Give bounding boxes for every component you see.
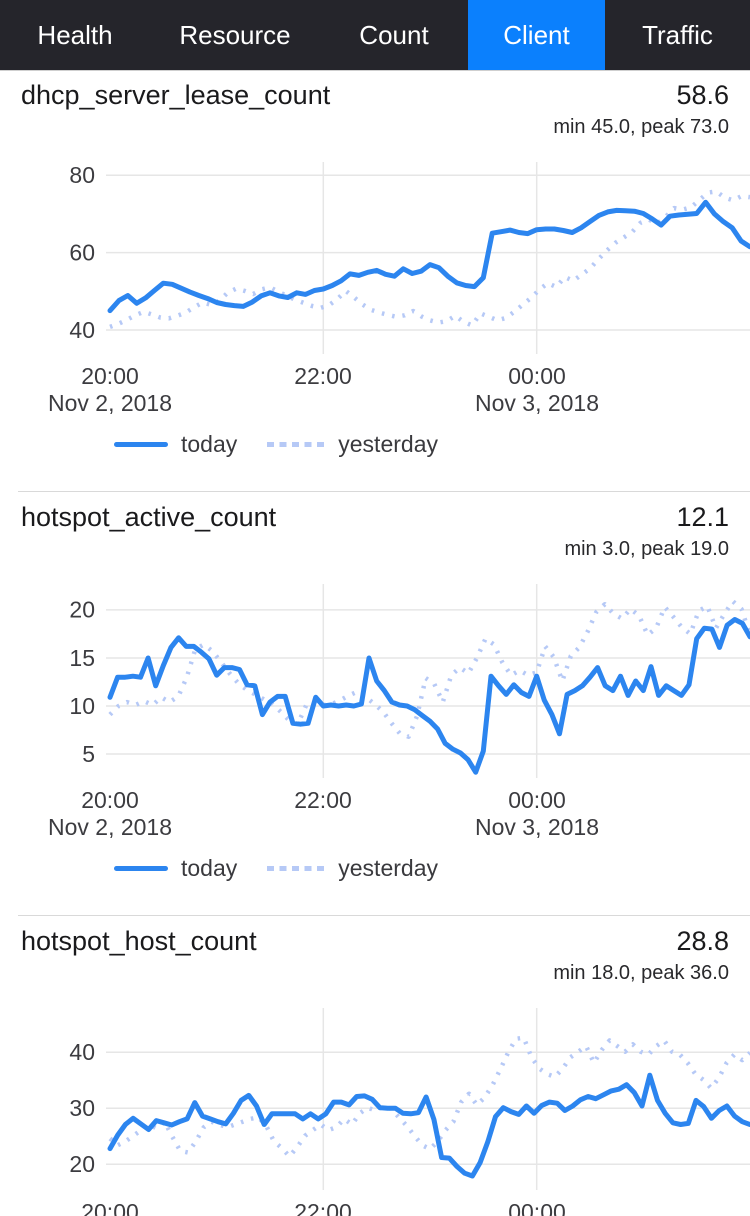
x-date-label: Nov 3, 2018 <box>474 814 600 840</box>
svg-text:15: 15 <box>69 645 95 671</box>
chart-min-peak: min 18.0, peak 36.0 <box>553 962 729 984</box>
chart-section-hotspot-host-count: hotspot_host_count 28.8 min 18.0, peak 3… <box>0 916 750 1216</box>
svg-text:20: 20 <box>69 597 95 623</box>
yesterday-line-swatch <box>267 865 326 871</box>
chart-min-peak: min 45.0, peak 73.0 <box>553 116 729 138</box>
section-divider <box>18 491 750 492</box>
x-tick-label: 00:00 <box>508 787 566 813</box>
x-tick-label: 00:00 <box>508 363 566 389</box>
x-tick-label: 20:00 <box>81 363 139 389</box>
chart-title: hotspot_host_count <box>21 926 257 956</box>
tab-health[interactable]: Health <box>37 19 113 50</box>
x-axis-tick-labels: 20:00 22:00 00:00 <box>0 787 750 813</box>
today-line-swatch <box>114 865 168 871</box>
legend-label-yesterday: yesterday <box>338 430 438 457</box>
yesterday-line-swatch <box>267 441 326 447</box>
tab-count[interactable]: Count <box>359 19 429 50</box>
chart-current-value: 58.6 <box>676 80 729 110</box>
svg-text:5: 5 <box>82 741 95 767</box>
x-tick-label: 22:00 <box>294 363 352 389</box>
x-axis-tick-labels: 20:00 22:00 00:00 <box>0 363 750 389</box>
chart-legend: today yesterday <box>114 431 750 457</box>
chart-current-value: 12.1 <box>676 502 729 532</box>
svg-text:20: 20 <box>69 1151 95 1177</box>
chart-title: hotspot_active_count <box>21 502 277 532</box>
x-date-label: Nov 2, 2018 <box>47 814 173 840</box>
svg-text:10: 10 <box>69 693 95 719</box>
svg-text:60: 60 <box>69 239 95 265</box>
section-divider <box>18 915 750 916</box>
chart-min-peak: min 3.0, peak 19.0 <box>564 538 729 560</box>
today-line-swatch <box>114 441 168 447</box>
x-tick-label: 22:00 <box>294 1199 352 1216</box>
line-chart[interactable]: 20 30 40 <box>0 1008 750 1190</box>
chart-section-hotspot-active-count: hotspot_active_count 12.1 min 3.0, peak … <box>0 492 750 915</box>
x-axis-tick-labels: 20:00 22:00 00:00 <box>0 1199 750 1216</box>
tab-client[interactable]: Client <box>468 0 605 70</box>
chart-current-value: 28.8 <box>676 926 729 956</box>
legend-label-yesterday: yesterday <box>338 854 438 881</box>
x-date-label: Nov 3, 2018 <box>474 390 600 416</box>
x-tick-label: 00:00 <box>508 1199 566 1216</box>
x-tick-label: 20:00 <box>81 787 139 813</box>
chart-section-dhcp-server-lease-count: dhcp_server_lease_count 58.6 min 45.0, p… <box>0 70 750 491</box>
legend-label-today: today <box>181 430 238 457</box>
x-tick-label: 20:00 <box>81 1199 139 1216</box>
legend-label-today: today <box>181 854 238 881</box>
svg-text:40: 40 <box>69 317 95 343</box>
x-axis-date-labels: Nov 2, 2018 Nov 3, 2018 <box>0 390 750 416</box>
line-chart[interactable]: 40 60 80 <box>0 162 750 354</box>
chart-legend: today yesterday <box>114 855 750 881</box>
chart-title: dhcp_server_lease_count <box>21 80 331 110</box>
x-tick-label: 22:00 <box>294 787 352 813</box>
x-date-label: Nov 2, 2018 <box>47 390 173 416</box>
top-tab-bar: Health Resource Count Client Traffic <box>0 0 750 70</box>
svg-text:30: 30 <box>69 1095 95 1121</box>
svg-text:80: 80 <box>69 162 95 188</box>
line-chart[interactable]: 5 10 15 20 <box>0 584 750 778</box>
svg-text:40: 40 <box>69 1039 95 1065</box>
x-axis-date-labels: Nov 2, 2018 Nov 3, 2018 <box>0 814 750 840</box>
tab-traffic[interactable]: Traffic <box>642 19 713 50</box>
tab-resource[interactable]: Resource <box>179 19 291 50</box>
